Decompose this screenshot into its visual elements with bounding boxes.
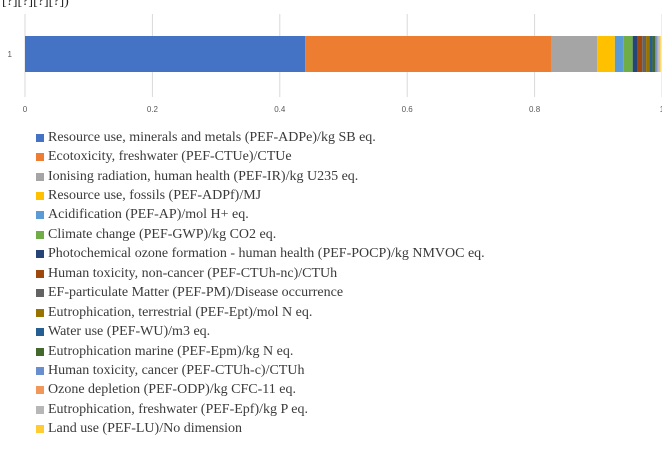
legend-label: Eutrophication marine (PEF-Epm)/kg N eq. bbox=[48, 343, 294, 359]
legend-item: Human toxicity, non-cancer (PEF-CTUh-nc)… bbox=[36, 264, 485, 283]
legend-label: Climate change (PEF-GWP)/kg CO2 eq. bbox=[48, 226, 277, 242]
x-tick-label: 0.8 bbox=[529, 105, 541, 114]
legend-label: Ionising radiation, human health (PEF-IR… bbox=[48, 168, 359, 184]
bar-segment bbox=[658, 36, 660, 72]
legend-label: Resource use, minerals and metals (PEF-A… bbox=[48, 129, 376, 145]
legend-item: Water use (PEF-WU)/m3 eq. bbox=[36, 322, 485, 341]
legend-swatch bbox=[36, 211, 44, 220]
bar-segment bbox=[646, 36, 650, 72]
y-category-label: 1 bbox=[8, 50, 13, 59]
legend: Resource use, minerals and metals (PEF-A… bbox=[36, 128, 485, 439]
legend-swatch bbox=[36, 172, 44, 181]
legend-item: EF-particulate Matter (PEF-PM)/Disease o… bbox=[36, 284, 485, 303]
legend-item: Land use (PEF-LU)/No dimension bbox=[36, 420, 485, 439]
legend-swatch bbox=[36, 425, 44, 434]
bar-segment bbox=[649, 36, 653, 72]
bar-segment bbox=[652, 36, 655, 72]
legend-item: Resource use, fossils (PEF-ADPf)/MJ bbox=[36, 186, 485, 205]
legend-swatch bbox=[36, 328, 44, 337]
legend-item: Ionising radiation, human health (PEF-IR… bbox=[36, 167, 485, 186]
legend-swatch bbox=[36, 289, 44, 298]
legend-label: Photochemical ozone formation - human he… bbox=[48, 246, 485, 262]
x-tick-label: 0.6 bbox=[402, 105, 414, 114]
legend-swatch bbox=[36, 133, 44, 142]
legend-label: Eutrophication, freshwater (PEF-Epf)/kg … bbox=[48, 401, 308, 417]
bar-segment bbox=[551, 36, 598, 72]
legend-item: Ozone depletion (PEF-ODP)/kg CFC-11 eq. bbox=[36, 381, 485, 400]
legend-label: Ozone depletion (PEF-ODP)/kg CFC-11 eq. bbox=[48, 382, 296, 398]
legend-label: Land use (PEF-LU)/No dimension bbox=[48, 421, 243, 437]
legend-item: Photochemical ozone formation - human he… bbox=[36, 245, 485, 264]
bar-segment bbox=[637, 36, 643, 72]
bar-segment bbox=[632, 36, 638, 72]
bar-segment bbox=[305, 36, 552, 72]
bar-segment bbox=[614, 36, 624, 72]
bar-segment bbox=[656, 36, 659, 72]
legend-item: Eutrophication, terrestrial (PEF-Ept)/mo… bbox=[36, 303, 485, 322]
legend-label: Human toxicity, cancer (PEF-CTUh-c)/CTUh bbox=[48, 362, 305, 378]
x-tick-label: 0.4 bbox=[274, 105, 286, 114]
x-tick-label: 0 bbox=[23, 105, 28, 114]
legend-swatch bbox=[36, 405, 44, 414]
legend-swatch bbox=[36, 230, 44, 239]
axis-labels: 0 0.2 0.4 0.6 0.8 1 1 bbox=[8, 50, 662, 114]
legend-item: Eutrophication marine (PEF-Epm)/kg N eq. bbox=[36, 342, 485, 361]
legend-label: Eutrophication, terrestrial (PEF-Ept)/mo… bbox=[48, 304, 313, 320]
legend-item: Eutrophication, freshwater (PEF-Epf)/kg … bbox=[36, 400, 485, 419]
legend-item: Human toxicity, cancer (PEF-CTUh-c)/CTUh bbox=[36, 361, 485, 380]
stacked-bar-chart: 0 0.2 0.4 0.6 0.8 1 1 bbox=[8, 14, 662, 114]
legend-label: Human toxicity, non-cancer (PEF-CTUh-nc)… bbox=[48, 265, 338, 281]
legend-label: Acidification (PEF-AP)/mol H+ eq. bbox=[48, 207, 249, 223]
bar-segments bbox=[25, 36, 661, 72]
bar-segment bbox=[25, 36, 306, 72]
legend-label: Water use (PEF-WU)/m3 eq. bbox=[48, 324, 211, 340]
legend-label: Resource use, fossils (PEF-ADPf)/MJ bbox=[48, 188, 262, 204]
legend-swatch bbox=[36, 269, 44, 278]
legend-item: Acidification (PEF-AP)/mol H+ eq. bbox=[36, 206, 485, 225]
legend-swatch bbox=[36, 366, 44, 375]
legend-swatch bbox=[36, 192, 44, 201]
legend-item: Climate change (PEF-GWP)/kg CO2 eq. bbox=[36, 225, 485, 244]
legend-item: Ecotoxicity, freshwater (PEF-CTUe)/CTUe bbox=[36, 147, 485, 166]
legend-swatch bbox=[36, 347, 44, 356]
bar-segment bbox=[623, 36, 633, 72]
legend-swatch bbox=[36, 308, 44, 317]
x-tick-label: 0.2 bbox=[147, 105, 159, 114]
legend-swatch bbox=[36, 250, 44, 259]
x-tick-label: 1 bbox=[660, 105, 662, 114]
legend-swatch bbox=[36, 386, 44, 395]
bar-segment bbox=[642, 36, 647, 72]
bar-segment bbox=[654, 36, 657, 72]
header-text: [?][?][?][?]) bbox=[2, 0, 69, 9]
bar-segment bbox=[659, 36, 661, 72]
legend-label: Ecotoxicity, freshwater (PEF-CTUe)/CTUe bbox=[48, 149, 292, 165]
legend-label: EF-particulate Matter (PEF-PM)/Disease o… bbox=[48, 285, 344, 301]
legend-swatch bbox=[36, 153, 44, 162]
bar-segment bbox=[597, 36, 615, 72]
legend-item: Resource use, minerals and metals (PEF-A… bbox=[36, 128, 485, 147]
